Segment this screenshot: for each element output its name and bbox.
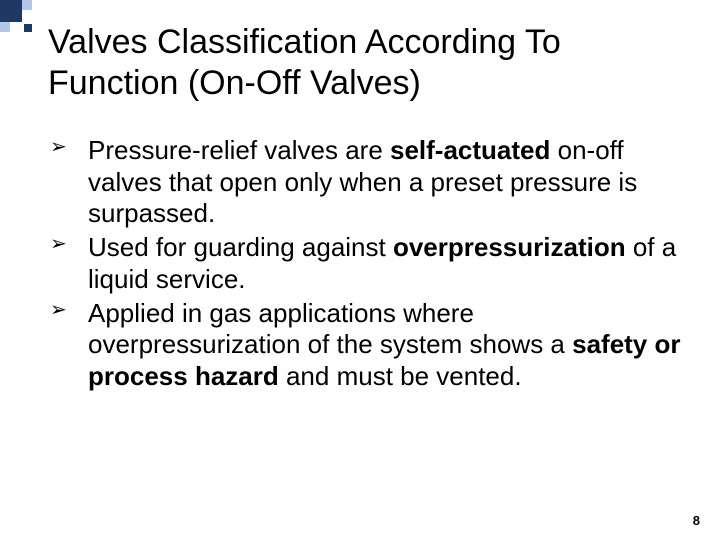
bullet-text: overpressurization <box>393 232 626 262</box>
bullet-text: Used for guarding against <box>88 232 393 262</box>
bullet-item: Applied in gas applications where overpr… <box>48 298 692 393</box>
slide-title: Valves Classification According To Funct… <box>48 22 692 105</box>
bullet-item: Pressure-relief valves are self-actuated… <box>48 135 692 230</box>
bullet-text: self-actuated <box>390 135 550 165</box>
slide-content: Valves Classification According To Funct… <box>48 22 692 520</box>
bullet-list: Pressure-relief valves are self-actuated… <box>48 135 692 393</box>
bullet-text: and must be vented. <box>279 361 522 391</box>
bullet-text: Applied in gas applications where overpr… <box>88 298 572 360</box>
bullet-item: Used for guarding against overpressuriza… <box>48 232 692 295</box>
bullet-text: Pressure-relief valves are <box>88 135 390 165</box>
page-number: 8 <box>693 513 700 528</box>
